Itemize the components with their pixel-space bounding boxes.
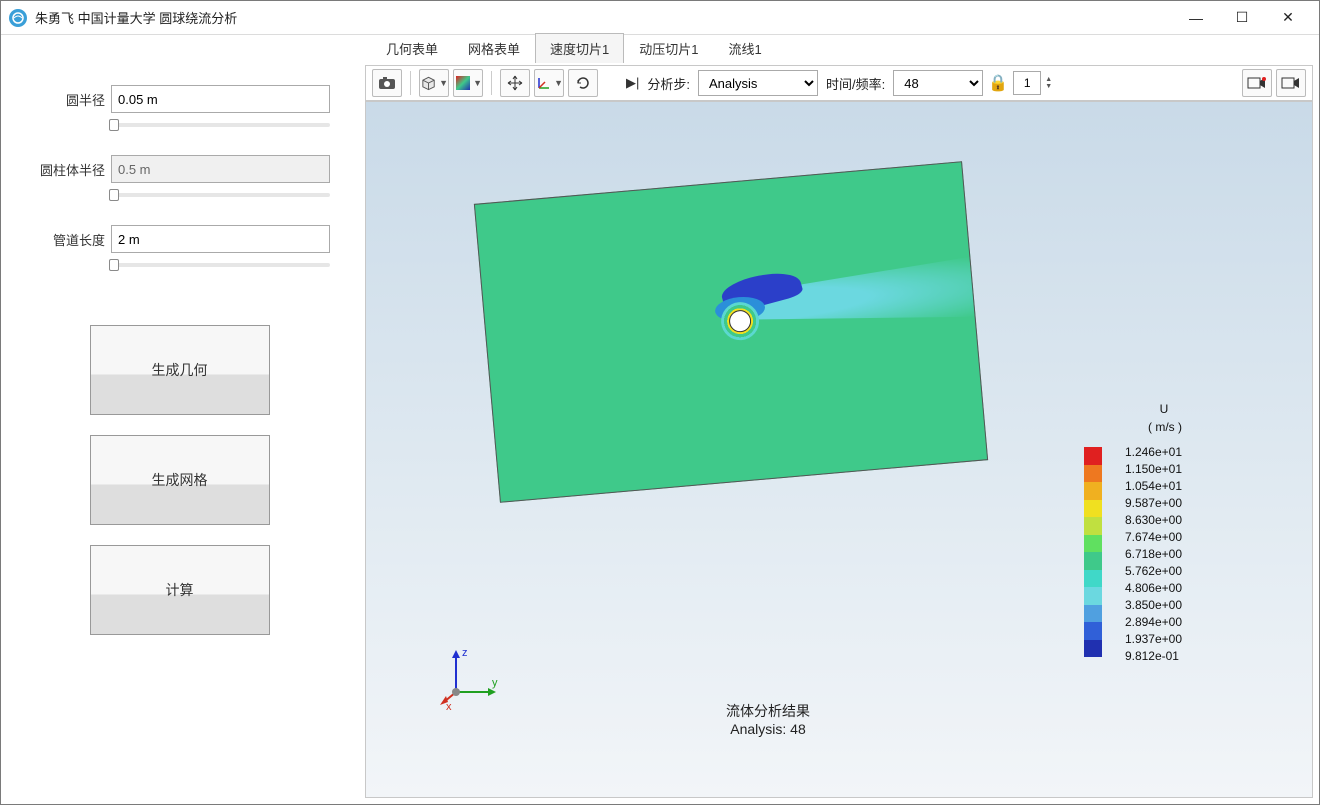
legend-seg — [1084, 552, 1102, 570]
cyl-radius-slider[interactable] — [109, 193, 330, 197]
tab-geom[interactable]: 几何表单 — [371, 33, 453, 63]
legend-unit: ( m/s ) — [1148, 420, 1182, 434]
legend-seg — [1084, 535, 1102, 553]
record-icon[interactable] — [1242, 69, 1272, 97]
param-radius: 圆半径 — [29, 85, 330, 113]
flow-domain — [474, 161, 988, 503]
freq-select[interactable]: 48 — [893, 70, 983, 96]
radius-label: 圆半径 — [29, 90, 105, 109]
colormap-icon[interactable]: ▼ — [453, 69, 483, 97]
tab-press-slice[interactable]: 动压切片1 — [624, 33, 713, 63]
legend-value: 7.674e+00 — [1125, 529, 1182, 546]
legend-var: U — [1148, 402, 1182, 416]
tab-streamline[interactable]: 流线1 — [714, 33, 777, 63]
camera-icon[interactable] — [372, 69, 402, 97]
titlebar: 朱勇飞 中国计量大学 圆球绕流分析 ― ☐ ✕ — [1, 1, 1319, 35]
legend-seg — [1084, 640, 1102, 658]
cyl-radius-label: 圆柱体半径 — [29, 160, 105, 179]
legend-seg — [1084, 570, 1102, 588]
legend-value: 5.762e+00 — [1125, 563, 1182, 580]
freq-label: 时间/频率: — [826, 74, 885, 93]
legend-seg — [1084, 622, 1102, 640]
gen-geom-button[interactable]: 生成几何 — [90, 325, 270, 415]
result-text: 流体分析结果 Analysis: 48 — [726, 701, 810, 737]
radius-input[interactable] — [111, 85, 330, 113]
spin-down[interactable]: ▼ — [1045, 83, 1052, 90]
legend-value: 1.937e+00 — [1125, 631, 1182, 648]
toolbar: ▼ ▼ ▼ ▶| 分析步: Analysis 时间/频率: — [365, 65, 1313, 101]
legend-value: 1.054e+01 — [1125, 478, 1182, 495]
legend-value: 1.246e+01 — [1125, 444, 1182, 461]
result-title: 流体分析结果 — [726, 701, 810, 721]
legend-seg — [1084, 482, 1102, 500]
pan-icon[interactable] — [500, 69, 530, 97]
legend-colorbar — [1084, 447, 1102, 657]
legend-value: 9.812e-01 — [1125, 648, 1182, 665]
legend-value: 6.718e+00 — [1125, 546, 1182, 563]
legend-seg — [1084, 517, 1102, 535]
legend-header: U ( m/s ) — [1148, 402, 1182, 434]
legend-value: 3.850e+00 — [1125, 597, 1182, 614]
minimize-button[interactable]: ― — [1173, 1, 1219, 35]
viewport[interactable]: U ( m/s ) 1.246e+011.150e+011.054e+019.5… — [365, 101, 1313, 798]
svg-text:y: y — [492, 677, 498, 689]
legend-seg — [1084, 587, 1102, 605]
play-video-icon[interactable] — [1276, 69, 1306, 97]
window-controls: ― ☐ ✕ — [1173, 1, 1311, 35]
result-step: Analysis: 48 — [726, 721, 810, 737]
svg-text:x: x — [446, 701, 452, 712]
legend-value: 4.806e+00 — [1125, 580, 1182, 597]
svg-text:z: z — [462, 647, 468, 659]
gen-mesh-button[interactable]: 生成网格 — [90, 435, 270, 525]
close-button[interactable]: ✕ — [1265, 1, 1311, 35]
pipe-len-label: 管道长度 — [29, 230, 105, 249]
spin-up[interactable]: ▲ — [1045, 76, 1052, 83]
tabbar: 几何表单 网格表单 速度切片1 动压切片1 流线1 — [359, 35, 1319, 63]
cube-icon[interactable]: ▼ — [419, 69, 449, 97]
sidebar-buttons: 生成几何 生成网格 计算 — [29, 305, 330, 655]
play-icon[interactable]: ▶| — [626, 75, 639, 91]
refresh-icon[interactable] — [568, 69, 598, 97]
param-cyl-radius: 圆柱体半径 — [29, 155, 330, 183]
pipe-len-slider[interactable] — [109, 263, 330, 267]
legend-value: 9.587e+00 — [1125, 495, 1182, 512]
legend-seg — [1084, 500, 1102, 518]
maximize-button[interactable]: ☐ — [1219, 1, 1265, 35]
lock-icon[interactable]: 🔒 — [987, 70, 1009, 96]
step-select[interactable]: Analysis — [698, 70, 818, 96]
sidebar: 圆半径 圆柱体半径 管道长度 生成几何 生成网格 计算 — [1, 35, 359, 804]
tab-vel-slice[interactable]: 速度切片1 — [535, 33, 624, 63]
compute-button[interactable]: 计算 — [90, 545, 270, 635]
legend-seg — [1084, 447, 1102, 465]
main: 圆半径 圆柱体半径 管道长度 生成几何 生成网格 计算 几何表单 网格表单 速度… — [1, 35, 1319, 804]
legend-value: 2.894e+00 — [1125, 614, 1182, 631]
app-icon — [9, 9, 27, 27]
spin-input[interactable] — [1013, 71, 1041, 95]
axis-icon[interactable]: ▼ — [534, 69, 564, 97]
legend-value: 8.630e+00 — [1125, 512, 1182, 529]
pipe-len-input[interactable] — [111, 225, 330, 253]
legend-labels: 1.246e+011.150e+011.054e+019.587e+008.63… — [1125, 444, 1182, 665]
legend-seg — [1084, 465, 1102, 483]
cyl-radius-input — [111, 155, 330, 183]
legend-seg — [1084, 605, 1102, 623]
param-pipe-len: 管道长度 — [29, 225, 330, 253]
axis-triad: z y x — [436, 642, 506, 717]
viewer: 几何表单 网格表单 速度切片1 动压切片1 流线1 ▼ ▼ — [359, 35, 1319, 804]
step-label: 分析步: — [647, 74, 690, 93]
radius-slider[interactable] — [109, 123, 330, 127]
legend-value: 1.150e+01 — [1125, 461, 1182, 478]
window-title: 朱勇飞 中国计量大学 圆球绕流分析 — [35, 8, 237, 27]
tab-mesh[interactable]: 网格表单 — [453, 33, 535, 63]
